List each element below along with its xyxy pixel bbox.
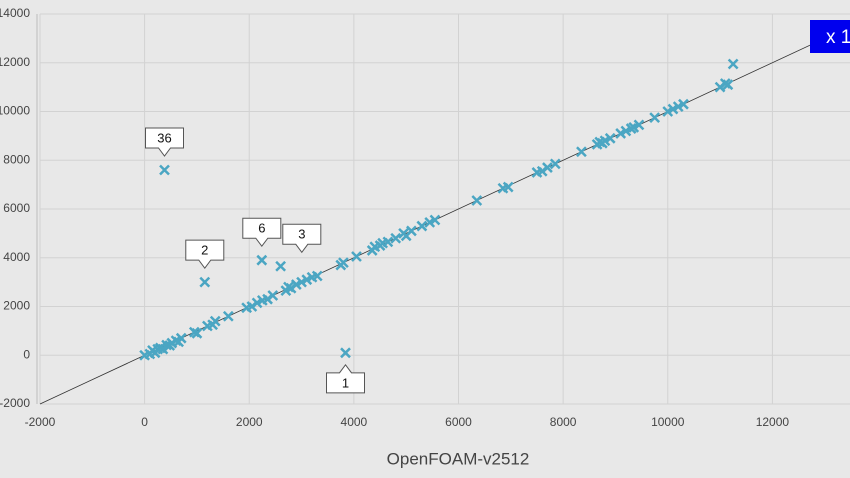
point bbox=[338, 257, 349, 269]
annotation: x 1 bbox=[826, 27, 850, 48]
point bbox=[722, 79, 734, 91]
point bbox=[678, 98, 689, 110]
callout-label: 6 bbox=[258, 221, 265, 236]
x-tick-label: 8000 bbox=[550, 415, 577, 429]
x-tick-label: 0 bbox=[141, 415, 148, 429]
point bbox=[351, 251, 362, 262]
point bbox=[382, 236, 394, 248]
point bbox=[576, 146, 587, 158]
x-tick-label: 12000 bbox=[756, 415, 790, 429]
point bbox=[311, 270, 323, 282]
point bbox=[429, 214, 441, 226]
y-tick-label: -2000 bbox=[0, 396, 30, 410]
callout: 6 bbox=[242, 217, 282, 248]
point bbox=[416, 220, 428, 232]
y-tick-label: 14000 bbox=[0, 6, 30, 20]
x-axis-label: OpenFOAM-v2512 bbox=[387, 449, 530, 468]
annotation-box bbox=[810, 20, 850, 53]
callout-box bbox=[242, 217, 282, 248]
callout: 1 bbox=[326, 363, 366, 394]
point bbox=[340, 347, 351, 359]
y-tick-label: 0 bbox=[23, 347, 30, 361]
point bbox=[175, 332, 187, 344]
point bbox=[390, 232, 402, 244]
y-tick-label: 10000 bbox=[0, 104, 30, 118]
x-tick-label: -2000 bbox=[25, 415, 56, 429]
point bbox=[199, 276, 211, 288]
x-tick-label: 2000 bbox=[236, 415, 263, 429]
point bbox=[256, 254, 268, 266]
point bbox=[159, 164, 170, 176]
callout: 3 bbox=[282, 223, 322, 254]
x-tick-label: 6000 bbox=[445, 415, 472, 429]
point bbox=[406, 225, 417, 237]
callout-box bbox=[326, 363, 366, 394]
point bbox=[542, 162, 553, 173]
x-tick-label: 10000 bbox=[651, 415, 685, 429]
y-tick-label: 4000 bbox=[3, 250, 30, 264]
point bbox=[209, 315, 221, 327]
point bbox=[471, 195, 483, 206]
callout-label: 3 bbox=[298, 227, 305, 242]
y-tick-label: 2000 bbox=[3, 299, 30, 313]
point bbox=[191, 327, 203, 339]
point bbox=[604, 132, 616, 144]
callout-label: 1 bbox=[342, 375, 349, 390]
y-tick-label: 6000 bbox=[3, 201, 30, 215]
callout-box bbox=[282, 223, 322, 254]
point bbox=[502, 181, 514, 193]
callout-box bbox=[185, 239, 225, 269]
point bbox=[633, 119, 645, 131]
callout-label: 2 bbox=[201, 243, 208, 258]
y-tick-label: 12000 bbox=[0, 55, 30, 69]
callout-label: 36 bbox=[157, 130, 171, 145]
point bbox=[549, 158, 561, 170]
point bbox=[649, 112, 661, 123]
callout: 36 bbox=[145, 127, 185, 157]
point bbox=[267, 290, 279, 301]
callout-box bbox=[145, 127, 185, 157]
point bbox=[222, 310, 234, 322]
point bbox=[275, 260, 287, 272]
point bbox=[727, 58, 739, 70]
callout: 2 bbox=[185, 239, 225, 269]
x-tick-label: 4000 bbox=[341, 415, 368, 429]
y-tick-label: 8000 bbox=[3, 152, 30, 166]
